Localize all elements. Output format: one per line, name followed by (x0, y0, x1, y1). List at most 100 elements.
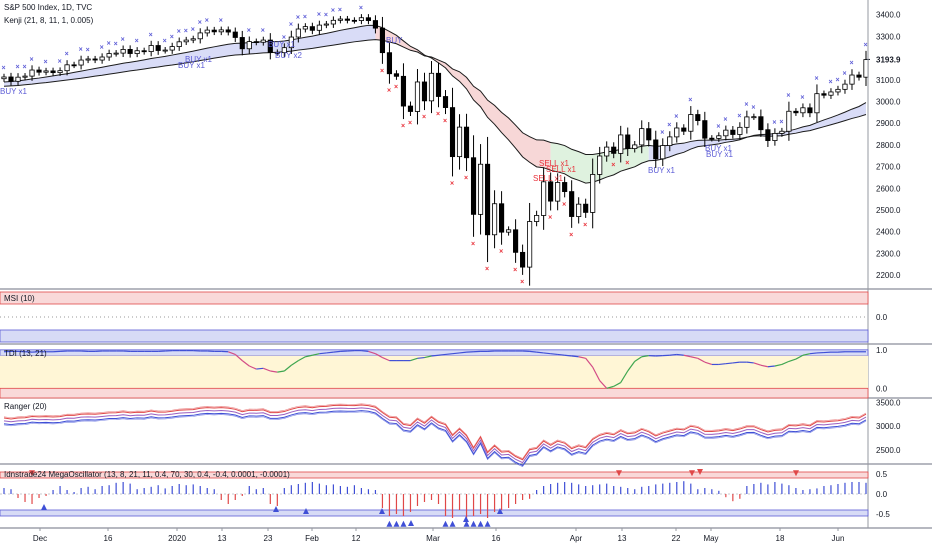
candle-body (633, 145, 637, 149)
tdi-line-segment (726, 363, 733, 364)
buy-marker: × (79, 47, 83, 54)
mega-low-triangle (450, 521, 456, 527)
kenji-band (649, 103, 866, 161)
buy-marker: × (751, 105, 755, 112)
ranger-tick-label: 3000.0 (876, 422, 901, 431)
price-tick-label: 2500.0 (876, 206, 901, 215)
mega-low-triangle (386, 521, 392, 527)
mega-label: Idnstrade24 MegaOscillator (13, 8, 21, 1… (4, 470, 290, 480)
mega-low-triangle (478, 521, 484, 527)
sell-marker: × (499, 249, 503, 256)
candle-body (23, 76, 27, 77)
sell-marker: × (611, 162, 615, 169)
candle-body (380, 28, 384, 53)
tdi-upper-zone (0, 350, 868, 356)
time-tick-label: Apr (570, 534, 583, 543)
candle-body (37, 70, 41, 72)
tdi-line-segment (446, 354, 453, 355)
price-tick-label: 2600.0 (876, 184, 901, 193)
tdi-line-segment (565, 355, 572, 356)
tdi-line-segment (747, 362, 754, 363)
candle-body (100, 57, 104, 60)
candle-body (44, 71, 48, 72)
tdi-line-segment (333, 351, 340, 352)
price-tick-label: 2800.0 (876, 141, 901, 150)
tdi-line-segment (677, 354, 684, 355)
buy-marker: × (289, 22, 293, 29)
candle-body (661, 146, 665, 159)
buy-marker: × (198, 19, 202, 26)
tdi-tick-label: 1.0 (876, 346, 888, 355)
buy-signal-label: BUY x1 (185, 55, 213, 64)
ranger-tick-label: 2500.0 (876, 446, 901, 455)
candle-body (338, 19, 342, 20)
sell-marker: × (450, 180, 454, 187)
msi-tick-label: 0.0 (876, 313, 888, 322)
sell-marker: × (464, 175, 468, 182)
candle-body (401, 76, 405, 106)
candle-body (128, 49, 132, 53)
candle-body (794, 111, 798, 113)
candle-body (668, 137, 672, 146)
sell-marker: × (471, 241, 475, 248)
candle-body (506, 230, 510, 232)
candle-body (654, 140, 658, 159)
buy-marker: × (744, 102, 748, 109)
buy-marker: × (44, 59, 48, 66)
candle-body (724, 130, 728, 136)
mega-low-triangle (471, 521, 477, 527)
candle-body (675, 128, 679, 137)
candle-body (443, 97, 447, 108)
candle-body (121, 49, 125, 53)
candle-body (163, 50, 167, 51)
candle-body (107, 54, 111, 57)
candle-body (72, 65, 76, 66)
candle-body (457, 127, 461, 157)
time-tick-label: May (703, 534, 718, 543)
sell-marker: × (548, 214, 552, 221)
buy-marker: × (58, 58, 62, 65)
candle-body (51, 71, 55, 73)
buy-marker: × (247, 27, 251, 34)
sell-marker: × (443, 118, 447, 125)
candle-body (114, 53, 118, 54)
candle-body (520, 252, 524, 267)
tdi-line-segment (530, 351, 537, 352)
price-tick-label: 3100.0 (876, 76, 901, 85)
buy-marker: × (86, 47, 90, 54)
sell-marker: × (485, 266, 489, 273)
mega-low-triangle (273, 506, 279, 512)
candle-body (598, 156, 602, 174)
msi-top-zone (0, 292, 868, 304)
buy-marker: × (30, 56, 34, 63)
mega-tick-label: 0.5 (876, 470, 888, 479)
buy-marker: × (331, 7, 335, 14)
price-tick-label: 3300.0 (876, 32, 901, 41)
buy-signal-label: BUY (386, 36, 403, 45)
buy-marker: × (135, 38, 139, 45)
sell-marker: × (520, 279, 524, 286)
candle-body (731, 130, 735, 134)
candle-body (429, 73, 433, 101)
buy-marker: × (324, 12, 328, 19)
sell-marker: × (436, 111, 440, 118)
candle-body (422, 82, 426, 101)
candle-body (450, 108, 454, 157)
buy-marker: × (317, 12, 321, 19)
candle-body (640, 129, 644, 145)
candle-body (184, 40, 188, 42)
candle-body (647, 129, 651, 140)
buy-marker: × (674, 113, 678, 120)
mega-lower-zone (0, 510, 868, 516)
candle-body (492, 204, 496, 235)
time-tick-label: Dec (33, 534, 47, 543)
tdi-line-segment (558, 354, 565, 355)
candle-body (787, 111, 791, 131)
buy-marker: × (205, 18, 209, 25)
buy-marker: × (716, 123, 720, 130)
mega-low-triangle (408, 520, 414, 526)
ranger-label: Ranger (20) (4, 402, 47, 412)
candle-body (149, 46, 153, 52)
candle-body (324, 24, 328, 25)
tdi-tick-label: 0.0 (876, 384, 888, 393)
